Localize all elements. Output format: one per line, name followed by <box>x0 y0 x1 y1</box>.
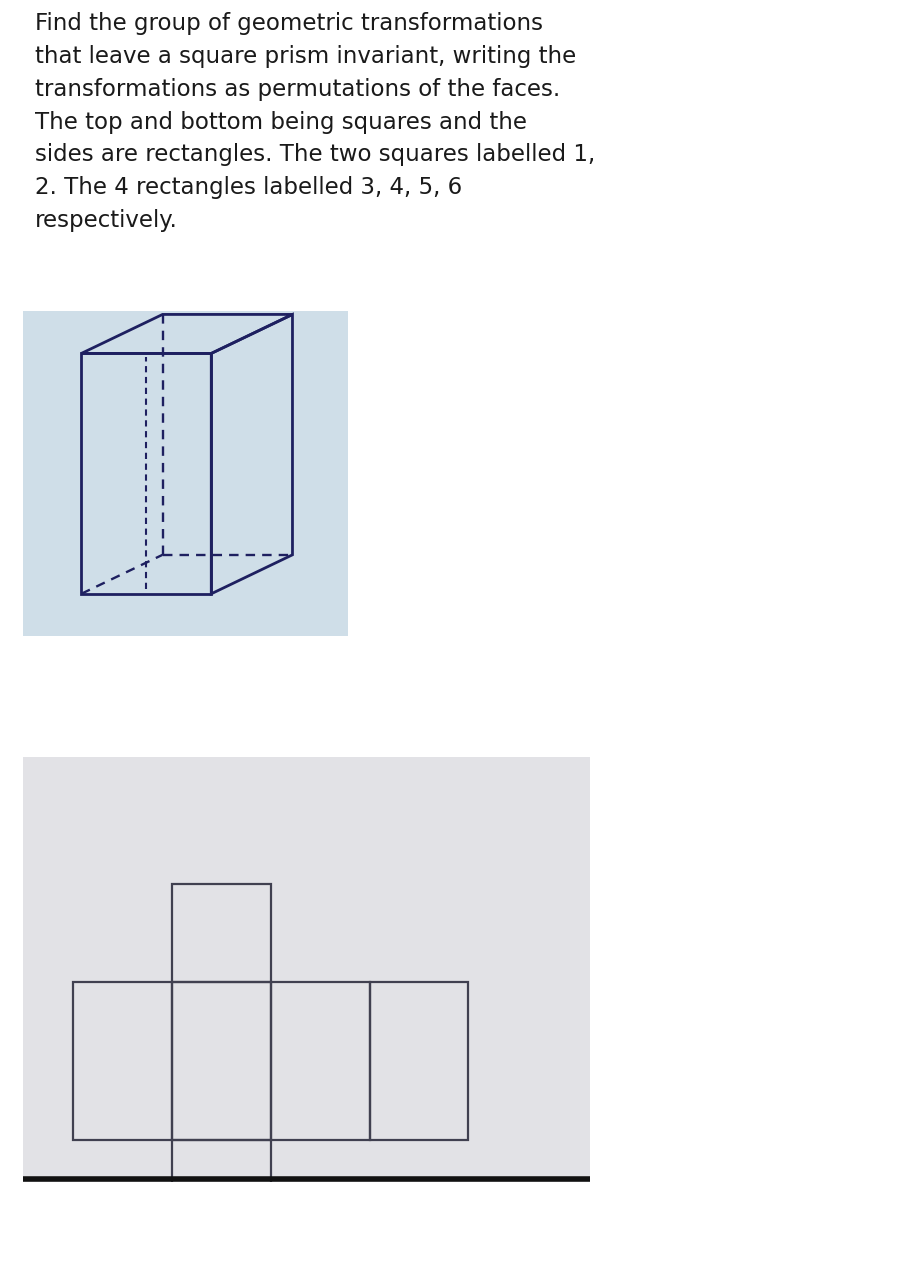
Bar <box>172 1139 271 1239</box>
Text: Find the group of geometric transformations
that leave a square prism invariant,: Find the group of geometric transformati… <box>35 12 595 232</box>
Bar <box>172 883 271 983</box>
Bar <box>271 983 370 1139</box>
Bar <box>73 983 172 1139</box>
Bar <box>370 983 468 1139</box>
Bar <box>172 983 271 1139</box>
